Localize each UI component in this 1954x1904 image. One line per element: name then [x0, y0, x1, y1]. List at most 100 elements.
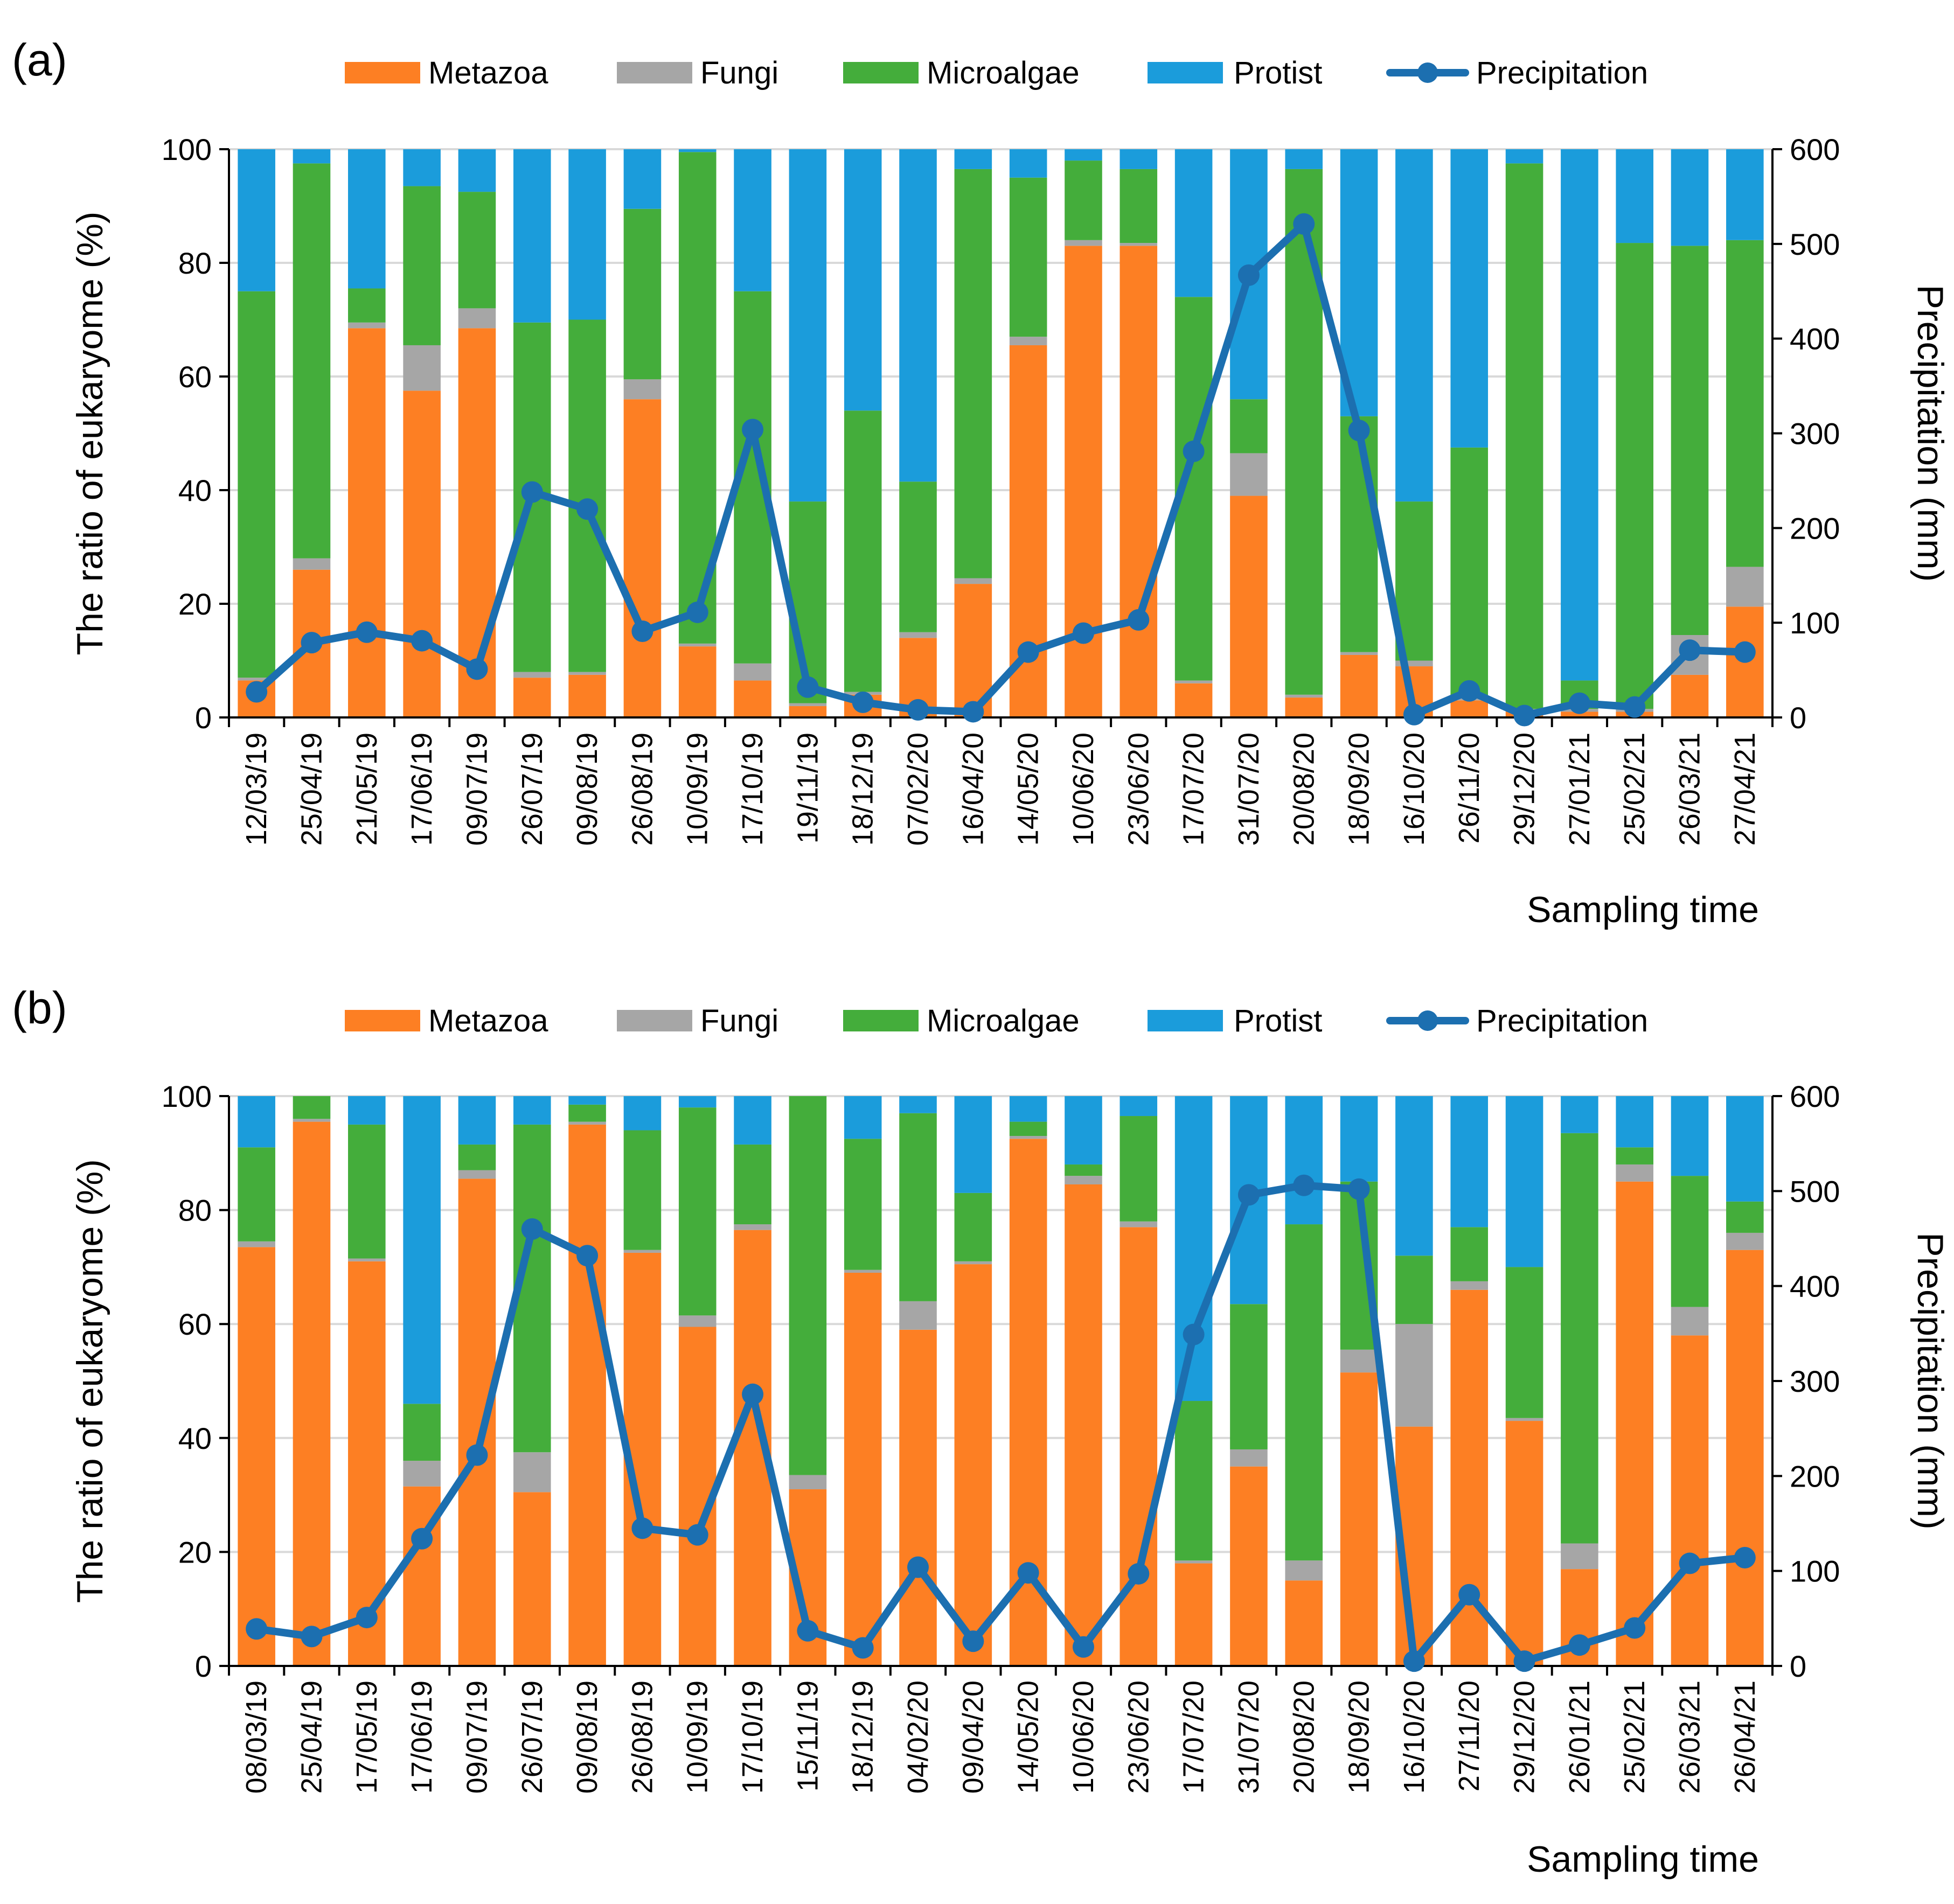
bar-fungi [1505, 1418, 1543, 1421]
precipitation-point [1183, 440, 1205, 462]
legend-swatch-microalgae [843, 62, 919, 83]
bar-protist [1285, 1096, 1323, 1225]
bar-metazoa [1230, 496, 1268, 717]
bar-microalgae [1285, 169, 1323, 695]
bar-microalgae [348, 1124, 386, 1259]
precipitation-point [686, 601, 708, 623]
legend-swatch-metazoa [345, 1010, 420, 1031]
x-tick-label: 31/07/20 [1233, 733, 1265, 846]
bar-microalgae [1395, 1256, 1433, 1324]
legend-marker-precipitation [1417, 1010, 1438, 1031]
bar-microalgae [1119, 1116, 1158, 1222]
precipitation-point [1624, 1617, 1646, 1639]
bar-microalgae [1009, 177, 1047, 337]
x-tick-label: 20/08/20 [1288, 733, 1320, 846]
bar-metazoa [954, 1264, 992, 1666]
bar-protist [1285, 149, 1323, 169]
bar-metazoa [513, 678, 551, 717]
y2-tick-label: 500 [1790, 227, 1840, 261]
bar-fungi [1119, 243, 1158, 246]
precipitation-point [962, 701, 984, 723]
bar-fungi [568, 1121, 606, 1125]
bar-metazoa [1174, 1563, 1213, 1666]
bar-fungi [513, 672, 551, 678]
bar-microalgae [1561, 1133, 1598, 1544]
y-tick-label: 60 [178, 360, 212, 394]
bar-protist [568, 149, 606, 320]
y2-tick-label: 400 [1790, 1270, 1840, 1303]
bar-microalgae [403, 186, 441, 345]
bar-metazoa [568, 674, 606, 717]
precipitation-point [797, 676, 819, 698]
bar-microalgae [1230, 399, 1268, 454]
x-tick-label: 15/11/19 [791, 1680, 824, 1791]
x-tick-label: 16/10/20 [1398, 733, 1430, 846]
bar-metazoa [403, 390, 441, 717]
bar-metazoa [1505, 1421, 1543, 1666]
y-tick-label: 40 [178, 1421, 212, 1455]
bar-microalgae [1065, 1164, 1102, 1176]
x-tick-label: 16/04/20 [957, 733, 989, 846]
x-tick-label: 25/04/19 [295, 733, 328, 846]
legend-swatch-protist [1148, 1010, 1223, 1031]
chart-panel-a: (a) Metazoa Fungi Microalgae Protist Precipit… [12, 34, 1951, 930]
bar-fungi [623, 379, 662, 400]
x-tick-label: 17/06/19 [406, 1680, 438, 1794]
precipitation-point [962, 1630, 984, 1652]
precipitation-point [1458, 680, 1480, 702]
x-tick-label: 26/07/19 [516, 733, 548, 846]
bar-protist [623, 149, 662, 209]
y-axis-title: The ratio of eukaryome (%) [69, 1159, 110, 1603]
y2-tick-label: 0 [1790, 1649, 1806, 1683]
bar-protist [513, 149, 551, 323]
bar-protist [1009, 1096, 1047, 1122]
bar-protist [1561, 149, 1598, 681]
bar-protist [293, 149, 331, 164]
y2-tick-label: 100 [1790, 606, 1840, 640]
bar-protist [1174, 149, 1213, 297]
bar-metazoa [1065, 1184, 1102, 1666]
bar-metazoa [1285, 1580, 1323, 1666]
bar-fungi [403, 1461, 441, 1487]
bar-metazoa [293, 1121, 331, 1666]
y-tick-label: 100 [162, 132, 212, 166]
bar-microalgae [789, 1096, 827, 1475]
y2-tick-label: 200 [1790, 1459, 1840, 1493]
y2-axis-title: Precipitation (mm) [1910, 285, 1951, 582]
x-tick-label: 31/07/20 [1233, 1680, 1265, 1794]
bar-protist [954, 149, 992, 169]
x-tick-label: 29/12/20 [1508, 1680, 1541, 1794]
y-tick-label: 0 [195, 701, 212, 735]
bar-microalgae [1450, 1227, 1489, 1281]
bar-protist [513, 1096, 551, 1125]
bar-metazoa [1174, 683, 1213, 717]
bar-fungi [1726, 567, 1764, 607]
x-tick-label: 26/07/19 [516, 1680, 548, 1794]
bars [238, 1096, 1764, 1666]
precipitation-point [1017, 641, 1039, 663]
precipitation-point [576, 1245, 599, 1267]
bar-protist [1671, 1096, 1709, 1176]
precipitation-point [466, 658, 488, 680]
bar-fungi [789, 703, 827, 706]
y-tick-label: 80 [178, 246, 212, 280]
precipitation-point [742, 419, 764, 441]
legend-label-fungi: Fungi [700, 1003, 778, 1038]
precipitation-point [852, 1637, 874, 1659]
precipitation-point [1568, 1634, 1590, 1656]
x-tick-label: 18/09/20 [1343, 1680, 1375, 1794]
precipitation-point [1348, 420, 1370, 442]
precipitation-point [742, 1383, 764, 1405]
precipitation-point [1679, 639, 1701, 661]
bar-microalgae [844, 1139, 882, 1270]
y2-axis-title: Precipitation (mm) [1910, 1232, 1951, 1530]
precipitation-point [1458, 1584, 1480, 1606]
bar-fungi [458, 308, 496, 329]
bar-microalgae [1174, 1401, 1213, 1561]
bar-fungi [899, 1301, 937, 1330]
panel-label: (a) [12, 34, 67, 85]
precipitation-point [246, 1618, 268, 1640]
x-tick-label: 14/05/20 [1012, 733, 1045, 846]
x-axis-title: Sampling time [1527, 889, 1759, 930]
precipitation-point [686, 1524, 708, 1546]
